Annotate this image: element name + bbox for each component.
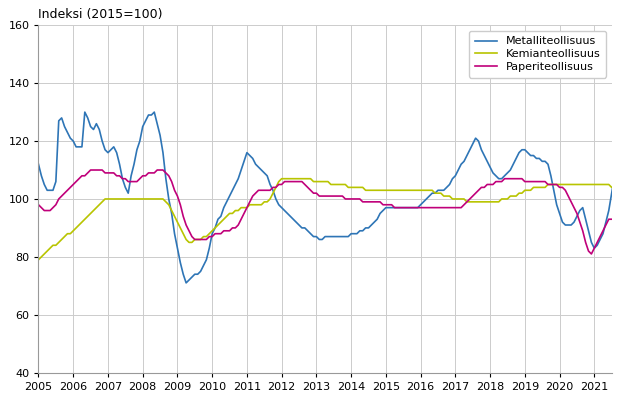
Kemianteollisuus bbox=[484, 200, 491, 204]
Line: Kemianteollisuus: Kemianteollisuus bbox=[38, 179, 620, 260]
Kemianteollisuus bbox=[402, 188, 410, 193]
Line: Metalliteollisuus: Metalliteollisuus bbox=[38, 112, 620, 283]
Paperiteollisuus bbox=[66, 185, 74, 190]
Paperiteollisuus bbox=[484, 182, 491, 187]
Paperiteollisuus bbox=[107, 170, 115, 175]
Paperiteollisuus bbox=[588, 252, 595, 256]
Legend: Metalliteollisuus, Kemianteollisuus, Paperiteollisuus: Metalliteollisuus, Kemianteollisuus, Pap… bbox=[469, 31, 606, 78]
Paperiteollisuus bbox=[197, 237, 205, 242]
Metalliteollisuus bbox=[107, 147, 115, 152]
Kemianteollisuus bbox=[278, 176, 285, 181]
Metalliteollisuus bbox=[35, 162, 42, 167]
Paperiteollisuus bbox=[402, 205, 410, 210]
Metalliteollisuus bbox=[405, 205, 413, 210]
Paperiteollisuus bbox=[35, 202, 42, 207]
Metalliteollisuus bbox=[58, 116, 65, 120]
Kemianteollisuus bbox=[194, 237, 202, 242]
Metalliteollisuus bbox=[182, 280, 190, 285]
Paperiteollisuus bbox=[58, 194, 65, 198]
Kemianteollisuus bbox=[58, 237, 65, 242]
Line: Paperiteollisuus: Paperiteollisuus bbox=[38, 170, 620, 254]
Paperiteollisuus bbox=[87, 168, 94, 172]
Metalliteollisuus bbox=[486, 165, 494, 170]
Kemianteollisuus bbox=[35, 257, 42, 262]
Metalliteollisuus bbox=[200, 263, 207, 268]
Text: Indeksi (2015=100): Indeksi (2015=100) bbox=[38, 8, 163, 21]
Kemianteollisuus bbox=[104, 196, 112, 201]
Metalliteollisuus bbox=[66, 136, 74, 140]
Kemianteollisuus bbox=[66, 231, 74, 236]
Metalliteollisuus bbox=[81, 110, 89, 114]
